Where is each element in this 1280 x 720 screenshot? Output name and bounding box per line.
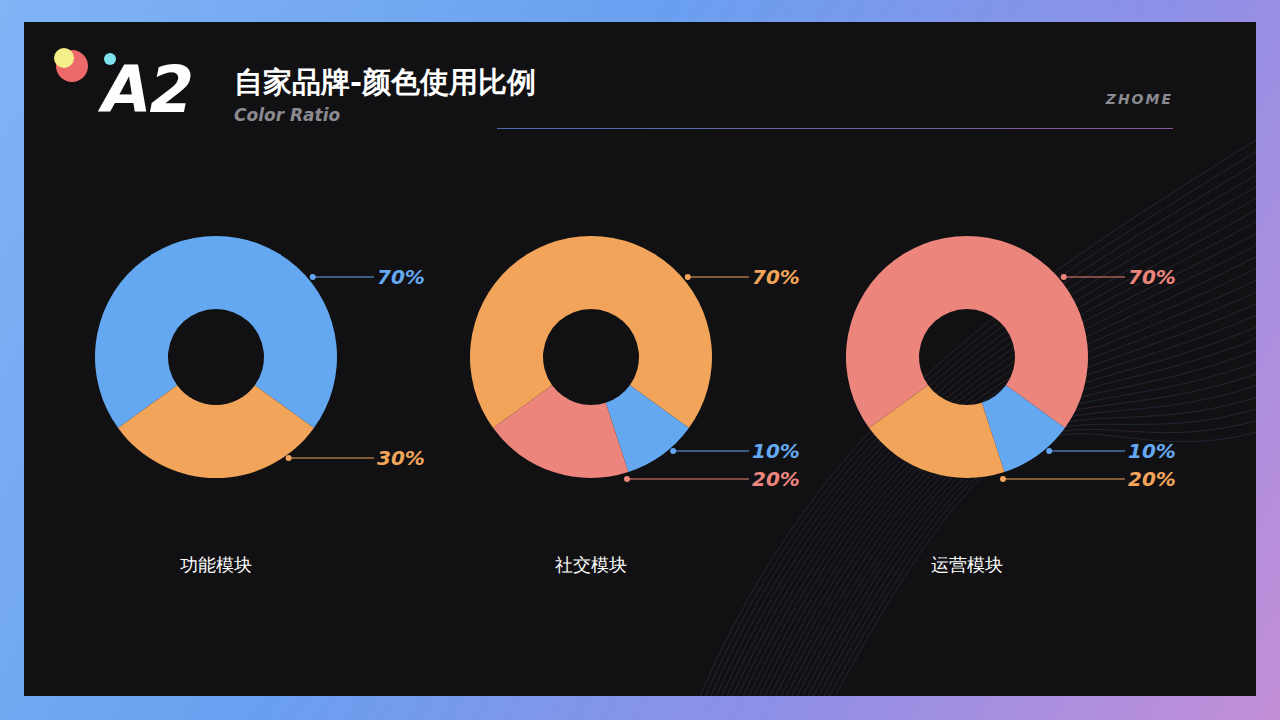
- svg-text:70%: 70%: [1128, 265, 1176, 289]
- html-text:自家品牌-颜色使用比例: 自家品牌-颜色使用比例: [234, 65, 536, 99]
- html-text:运营模块: 运营模块: [931, 554, 1003, 575]
- svg-text:10%: 10%: [1128, 439, 1176, 463]
- html-text:功能模块: 功能模块: [180, 554, 252, 575]
- svg-text:70%: 70%: [752, 265, 800, 289]
- svg-text:20%: 20%: [1128, 467, 1176, 491]
- html-text:社交模块: 社交模块: [555, 554, 627, 575]
- svg-text:30%: 30%: [377, 446, 425, 470]
- svg-text:10%: 10%: [752, 439, 800, 463]
- html-text:Color Ratio: Color Ratio: [234, 105, 341, 125]
- svg-text:70%: 70%: [377, 265, 425, 289]
- html-text:A2: A2: [102, 53, 193, 127]
- html-text:ZHOME: ZHOME: [1105, 91, 1173, 107]
- svg-text:20%: 20%: [752, 467, 800, 491]
